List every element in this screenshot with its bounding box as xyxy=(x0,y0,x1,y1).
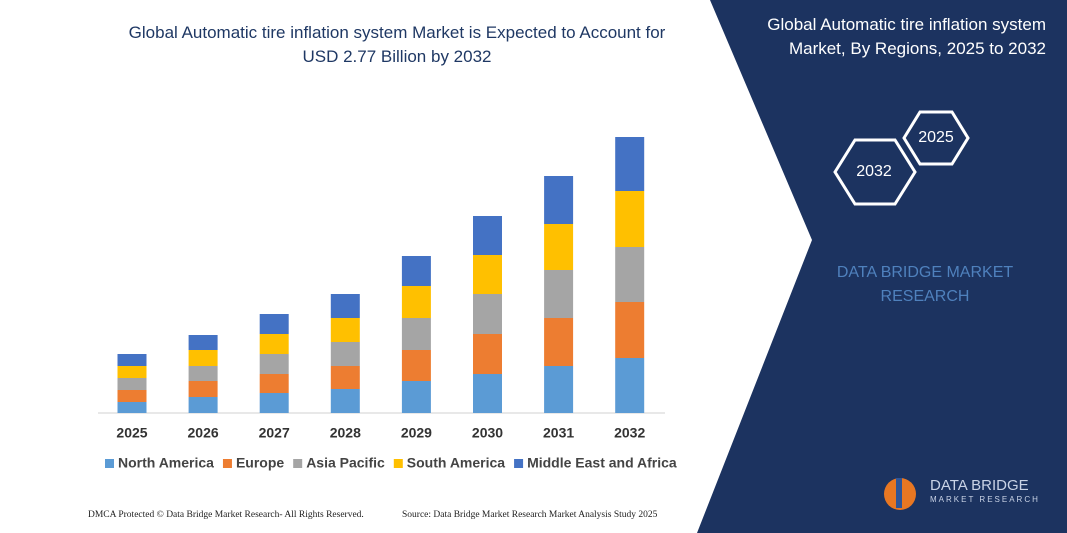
bar-segment xyxy=(188,350,218,366)
x-tick-label: 2028 xyxy=(330,425,361,441)
bar-segment xyxy=(401,318,431,350)
legend-label: Middle East and Africa xyxy=(527,455,677,471)
legend-swatch xyxy=(514,459,524,468)
bar-segment xyxy=(330,389,360,413)
bar-segment xyxy=(259,314,289,334)
bar-segment xyxy=(473,334,502,374)
bar-segment xyxy=(615,137,645,191)
bar-segment xyxy=(259,354,289,374)
chart-title: Global Automatic tire inflation system M… xyxy=(129,23,666,66)
bar-segment xyxy=(401,381,431,413)
legend-label: South America xyxy=(407,455,505,471)
bar-segment xyxy=(330,366,360,389)
brand-text: DATA BRIDGE MARKET RESEARCH xyxy=(837,264,1014,305)
hexagon xyxy=(833,138,917,206)
x-tick-label: 2029 xyxy=(401,425,432,441)
x-tick-label: 2031 xyxy=(543,425,574,441)
footer-left: DMCA Protected © Data Bridge Market Rese… xyxy=(88,509,364,520)
bar-segment xyxy=(473,216,502,255)
bar-segment xyxy=(401,350,431,381)
hexagon xyxy=(902,110,970,166)
x-tick-label: 2026 xyxy=(188,425,219,441)
legend-label: North America xyxy=(118,455,214,471)
bar-segment xyxy=(473,294,502,334)
bar-segment xyxy=(401,286,431,318)
bar-segment xyxy=(330,342,360,366)
bar-segment xyxy=(473,255,502,294)
bar-segment xyxy=(259,334,289,354)
bar-segment xyxy=(188,397,218,413)
bar-segment xyxy=(188,381,218,397)
bar-segment xyxy=(117,402,147,413)
legend-swatch xyxy=(222,459,232,468)
x-tick-label: 2030 xyxy=(472,425,503,441)
x-tick-label: 2025 xyxy=(116,425,147,441)
bar-segment xyxy=(117,354,147,366)
bar-segment xyxy=(401,256,431,286)
hex-label: 2032 xyxy=(856,163,892,180)
bar-segment xyxy=(188,335,218,350)
legend-swatch xyxy=(393,459,403,468)
legend-swatch xyxy=(293,459,303,468)
bar-segment xyxy=(544,270,574,318)
legend-swatch xyxy=(105,459,114,468)
bar-segment xyxy=(544,318,574,366)
bar-segment xyxy=(117,390,147,402)
panel-title: Global Automatic tire inflation system Ma… xyxy=(767,15,1046,58)
legend-label: Asia Pacific xyxy=(306,455,385,471)
footer-right: Source: Data Bridge Market Research Mark… xyxy=(402,510,658,520)
hex-label: 2025 xyxy=(918,129,954,146)
bar-segment xyxy=(615,247,645,302)
bar-segment xyxy=(544,366,574,413)
bar-segment xyxy=(330,294,360,318)
x-tick-label: 2032 xyxy=(614,425,645,441)
bar-segment xyxy=(615,191,645,247)
bar-segment xyxy=(330,318,360,342)
logo-name: DATA BRIDGE xyxy=(930,477,1029,494)
bar-segment xyxy=(117,366,147,378)
logo-icon xyxy=(896,478,902,508)
x-tick-label: 2027 xyxy=(259,425,290,441)
logo-tagline: MARKET RESEARCH xyxy=(930,495,1040,504)
bar-segment xyxy=(615,302,645,358)
side-panel xyxy=(697,0,1067,533)
bar-segment xyxy=(188,366,218,381)
bar-segment xyxy=(544,224,574,270)
bar-segment xyxy=(473,374,502,413)
bar-segment xyxy=(544,176,574,224)
bar-segment xyxy=(615,358,645,413)
bar-segment xyxy=(117,378,147,390)
bar-segment xyxy=(259,393,289,413)
legend-label: Europe xyxy=(236,455,284,471)
bar-segment xyxy=(259,374,289,393)
